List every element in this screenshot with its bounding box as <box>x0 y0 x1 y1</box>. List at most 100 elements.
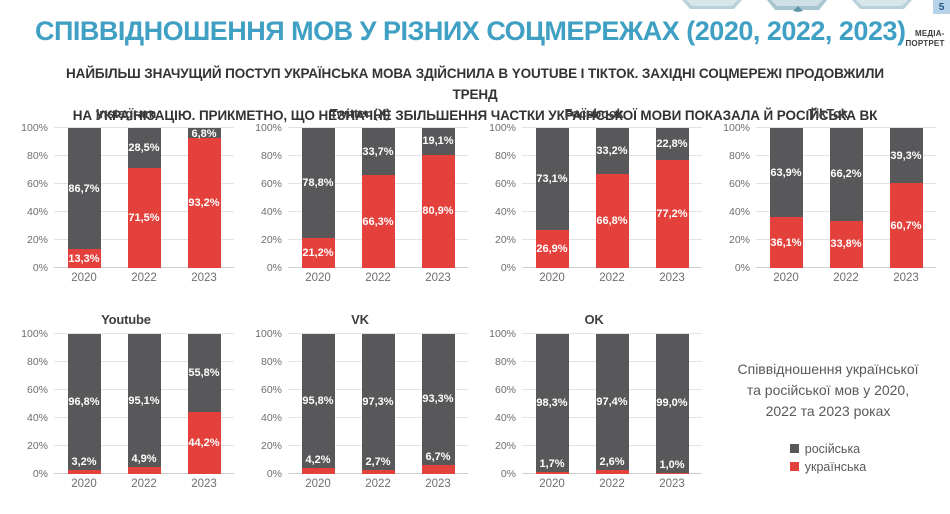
x-axis-year-label: 2022 <box>365 478 391 490</box>
y-axis-tick: 20% <box>494 234 516 246</box>
stacked-bar-2020: 36,1% 63,9% <box>769 128 803 268</box>
bar-column: 77,2% 22,8% <box>642 128 702 268</box>
x-axis-labels: 2020 2022 2023 <box>18 272 234 284</box>
bar-column: 6,7% 93,3% <box>408 334 468 474</box>
plot: 3,2% 96,8% 4,9% 95,1% 44,2% 55,8% <box>54 333 234 474</box>
bar-segment-ukrainian <box>769 217 803 268</box>
bar-segment-ukrainian <box>127 467 161 474</box>
bars-row: 21,2% 78,8% 66,3% 33,7% 80,9% 19,1% <box>288 128 468 268</box>
y-axis-tick: 0% <box>734 262 750 274</box>
chart-plot-area: 0% 20% 40% 60% 80% 100% 3,2% 96,8% 4,9% 95,1% 44,2… <box>18 328 234 480</box>
bar-segment-ukrainian <box>535 230 569 268</box>
bar-column: 2,7% 97,3% <box>348 334 408 474</box>
stacked-bar-2022: 66,3% 33,7% <box>361 128 395 268</box>
chart-title: Instagram <box>95 106 157 121</box>
plot: 26,9% 73,1% 66,8% 33,2% 77,2% 22,8% <box>522 127 702 268</box>
bar-segment-russian <box>127 128 161 168</box>
x-axis-year-label: 2022 <box>599 478 625 490</box>
stacked-bar-2020: 13,3% 86,7% <box>67 128 101 268</box>
x-axis-year-label: 2020 <box>773 272 799 284</box>
y-axis-tick: 80% <box>494 356 516 368</box>
subtitle-line-2: НА УКРАЇНІЗАЦІЮ. ПРИКМЕТНО, ЩО НЕЗНАЧНЕ … <box>72 107 878 123</box>
x-axis-labels: 2020 2022 2023 <box>18 478 234 490</box>
bar-segment-ukrainian <box>127 167 161 268</box>
bar-segment-ukrainian <box>301 468 335 474</box>
bar-segment-russian <box>535 334 569 472</box>
x-axis-year-label: 2023 <box>893 272 919 284</box>
x-axis-year-label: 2020 <box>71 272 97 284</box>
gridline <box>756 127 936 128</box>
y-axis-tick: 60% <box>260 384 282 396</box>
bar-segment-russian <box>187 334 221 413</box>
legend-item-russian: російська <box>789 442 866 456</box>
y-axis-tick: 60% <box>26 384 48 396</box>
stacked-bar-2023: 80,9% 19,1% <box>421 128 455 268</box>
bar-segment-ukrainian <box>535 471 569 474</box>
x-axis-labels: 2020 2022 2023 <box>486 478 702 490</box>
x-axis-year-label: 2020 <box>305 272 331 284</box>
bar-segment-russian <box>301 128 335 239</box>
page-title: СПІВВІДНОШЕННЯ МОВ У РІЗНИХ СОЦМЕРЕЖАХ (… <box>35 16 906 46</box>
bars-row: 26,9% 73,1% 66,8% 33,2% 77,2% 22,8% <box>522 128 702 268</box>
bars-row: 13,3% 86,7% 71,5% 28,5% 93,2% 6,8% <box>54 128 234 268</box>
bar-segment-russian <box>595 128 629 175</box>
chart-panel: Facebook 0% 20% 40% 60% 80% 100% 26,9% 73,1% 66,… <box>486 106 702 284</box>
page-number: 5 <box>933 0 950 14</box>
bar-column: 21,2% 78,8% <box>288 128 348 268</box>
y-axis-tick: 20% <box>260 440 282 452</box>
y-axis-tick: 80% <box>260 356 282 368</box>
x-axis-year-label: 2020 <box>539 272 565 284</box>
x-axis-year-label: 2023 <box>659 478 685 490</box>
chart-plot-area: 0% 20% 40% 60% 80% 100% 21,2% 78,8% 66,3% 33,7% 80… <box>252 122 468 274</box>
y-axis-tick: 100% <box>255 122 282 134</box>
stacked-bar-2020: 21,2% 78,8% <box>301 128 335 268</box>
bar-column: 26,9% 73,1% <box>522 128 582 268</box>
bar-segment-russian <box>187 128 221 138</box>
y-axis-tick: 0% <box>266 468 282 480</box>
chart-plot-area: 0% 20% 40% 60% 80% 100% 13,3% 86,7% 71,5% 28,5% 93… <box>18 122 234 274</box>
bar-segment-russian <box>829 128 863 221</box>
stacked-bar-2022: 71,5% 28,5% <box>127 128 161 268</box>
bar-segment-russian <box>421 128 455 155</box>
bar-column: 93,2% 6,8% <box>174 128 234 268</box>
y-axis-tick: 60% <box>260 178 282 190</box>
charts-grid: Instagram 0% 20% 40% 60% 80% 100% 13,3% 86,7% 71… <box>18 106 936 490</box>
stacked-bar-2020: 26,9% 73,1% <box>535 128 569 268</box>
plot: 13,3% 86,7% 71,5% 28,5% 93,2% 6,8% <box>54 127 234 268</box>
chart-plot-area: 0% 20% 40% 60% 80% 100% 26,9% 73,1% 66,8% 33,2% 77… <box>486 122 702 274</box>
chart-plot-area: 0% 20% 40% 60% 80% 100% 36,1% 63,9% 33,8% 66,2% 60… <box>720 122 936 274</box>
x-axis-year-label: 2022 <box>599 272 625 284</box>
bar-segment-ukrainian <box>361 470 395 474</box>
y-axis-tick: 100% <box>255 328 282 340</box>
bar-column: 2,6% 97,4% <box>582 334 642 474</box>
x-axis-year-label: 2023 <box>191 478 217 490</box>
bar-segment-ukrainian <box>301 238 335 268</box>
y-axis-tick: 60% <box>728 178 750 190</box>
decorative-hexagon-strip <box>682 0 912 12</box>
y-axis-tick: 60% <box>494 384 516 396</box>
chart-title: TikTok <box>808 106 848 121</box>
subtitle: НАЙБІЛЬШ ЗНАЧУЩИЙ ПОСТУП УКРАЇНСЬКА МОВА… <box>45 64 905 127</box>
bar-column: 4,9% 95,1% <box>114 334 174 474</box>
x-axis-year-label: 2023 <box>425 272 451 284</box>
y-axis-tick: 80% <box>728 150 750 162</box>
bar-segment-russian <box>361 128 395 176</box>
y-axis-tick: 20% <box>26 234 48 246</box>
stacked-bar-2022: 33,8% 66,2% <box>829 128 863 268</box>
stacked-bar-2023: 1,0% 99,0% <box>655 334 689 474</box>
stacked-bar-2023: 77,2% 22,8% <box>655 128 689 268</box>
x-axis-labels: 2020 2022 2023 <box>252 478 468 490</box>
y-axis-tick: 100% <box>21 328 48 340</box>
chart-panel: Twitter (X) 0% 20% 40% 60% 80% 100% 21,2% 78,8%… <box>252 106 468 284</box>
logo: МЕДІА- ПОРТРЕТ ЦЕНТР КОНТЕНТ- АНАЛІЗУ™ <box>905 14 950 60</box>
logo-text-media-portrait: МЕДІА- ПОРТРЕТ <box>905 29 945 48</box>
x-axis-year-label: 2020 <box>539 478 565 490</box>
bar-segment-ukrainian <box>67 469 101 474</box>
bar-segment-ukrainian <box>187 137 221 268</box>
bar-segment-ukrainian <box>421 154 455 268</box>
chart-title: Facebook <box>564 106 624 121</box>
y-axis-tick: 80% <box>260 150 282 162</box>
bar-segment-ukrainian <box>361 175 395 268</box>
y-axis-tick: 60% <box>26 178 48 190</box>
bar-segment-russian <box>127 334 161 468</box>
